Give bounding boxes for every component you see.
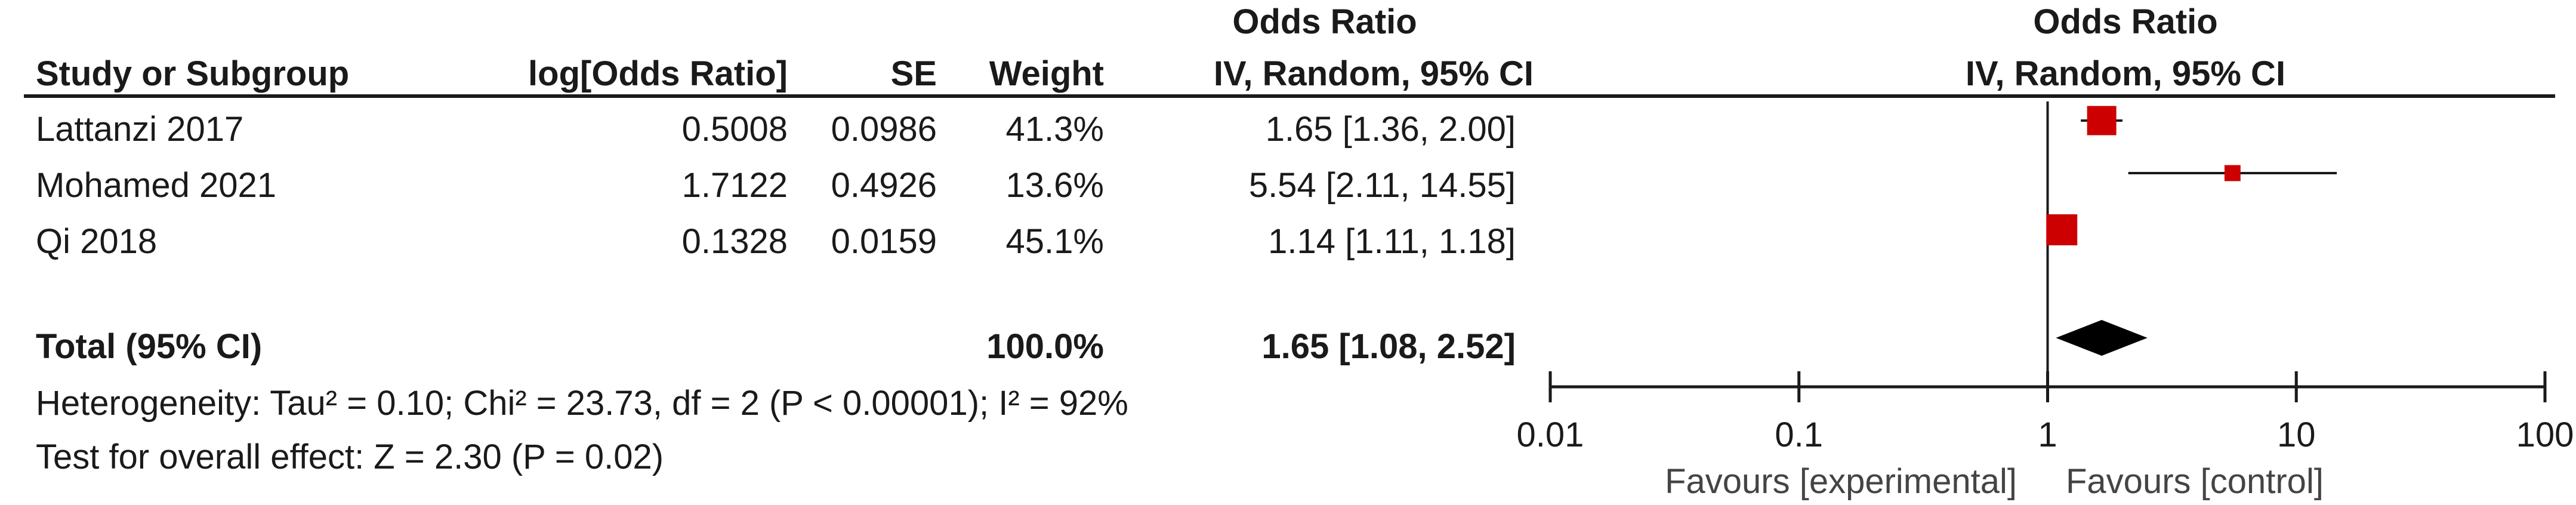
row-study: Lattanzi 2017 — [36, 110, 244, 149]
column-header-ci: IV, Random, 95% CI — [1213, 54, 1534, 93]
x-tick-label: 100 — [2516, 415, 2574, 454]
row-weight: 13.6% — [1005, 166, 1104, 205]
row-study: Qi 2018 — [36, 222, 158, 261]
row-se: 0.0986 — [831, 110, 937, 149]
row-ci: 1.14 [1.11, 1.18] — [1268, 222, 1516, 261]
row-se: 0.4926 — [831, 166, 937, 205]
study-marker — [2046, 214, 2078, 245]
column-header-weight: Weight — [989, 54, 1104, 93]
row-log-or: 1.7122 — [681, 166, 788, 205]
x-tick-label: 1 — [2038, 415, 2057, 454]
row-log-or: 0.1328 — [681, 222, 788, 261]
total-weight: 100.0% — [986, 327, 1104, 366]
column-header-se: SE — [890, 54, 937, 93]
total-diamond — [2056, 320, 2148, 356]
x-tick-label: 0.01 — [1517, 415, 1584, 454]
row-ci: 5.54 [2.11, 14.55] — [1248, 166, 1516, 205]
header-divider-left — [24, 94, 1547, 98]
header-group-odds-ratio: Odds Ratio — [1232, 2, 1417, 41]
total-ci: 1.65 [1.08, 2.52] — [1261, 327, 1516, 366]
column-header-log-or: log[Odds Ratio] — [528, 54, 788, 93]
overall-effect-text: Test for overall effect: Z = 2.30 (P = 0… — [36, 438, 664, 476]
chart-title: Odds Ratio — [2033, 2, 2218, 41]
row-weight: 45.1% — [1005, 222, 1104, 261]
row-log-or: 0.5008 — [681, 110, 788, 149]
total-label: Total (95% CI) — [36, 327, 263, 366]
header-divider-right — [1547, 94, 2555, 98]
study-marker — [2224, 165, 2241, 181]
column-header-study: Study or Subgroup — [36, 54, 350, 93]
x-tick-label: 0.1 — [1775, 415, 1823, 454]
x-tick-label: 10 — [2277, 415, 2316, 454]
favours-right-label: Favours [control] — [2066, 462, 2324, 501]
row-weight: 41.3% — [1005, 110, 1104, 149]
row-study: Mohamed 2021 — [36, 166, 277, 205]
row-ci: 1.65 [1.36, 2.00] — [1265, 110, 1516, 149]
row-se: 0.0159 — [831, 222, 937, 261]
favours-left-label: Favours [experimental] — [1665, 462, 2017, 501]
study-marker — [2087, 106, 2117, 136]
chart-subtitle: IV, Random, 95% CI — [1965, 54, 2286, 93]
heterogeneity-text: Heterogeneity: Tau² = 0.10; Chi² = 23.73… — [36, 384, 1128, 423]
